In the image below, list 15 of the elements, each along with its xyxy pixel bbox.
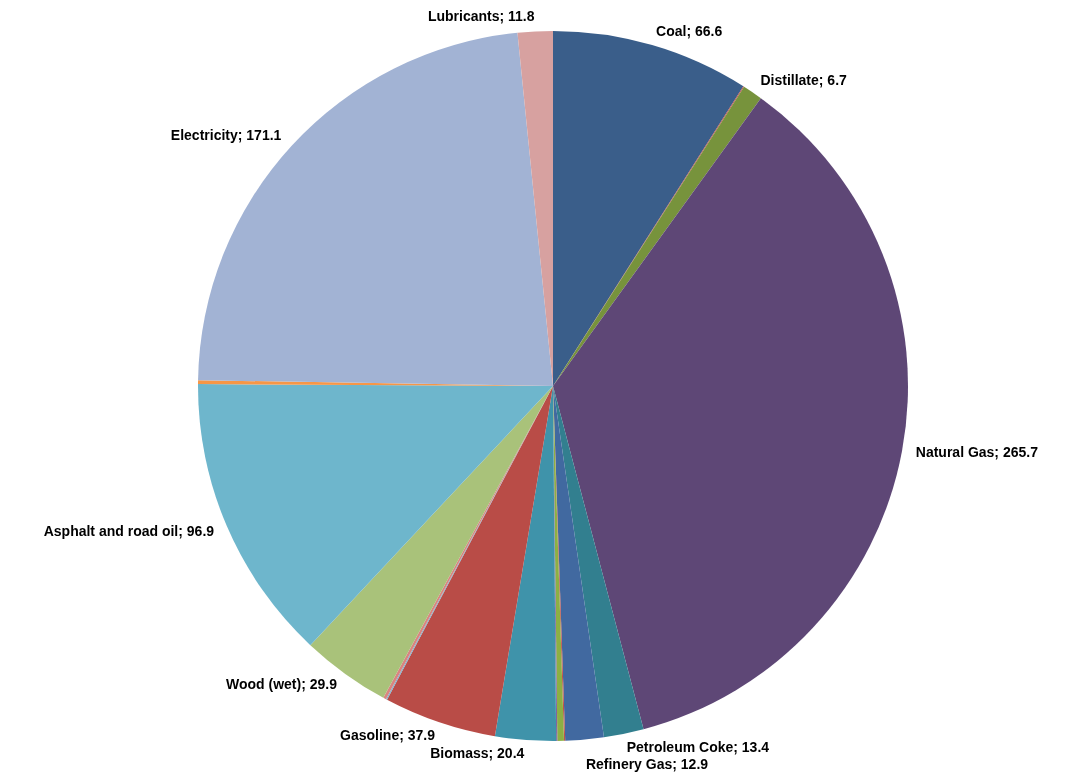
slice-label: Wood (wet); 29.9 — [225, 676, 338, 693]
slice-label: Natural Gas; 265.7 — [915, 444, 1039, 461]
pie-slice — [494, 386, 557, 741]
pie-slice — [553, 386, 644, 738]
slice-label: Distillate; 6.7 — [760, 71, 848, 88]
slice-label: Asphalt and road oil; 96.9 — [43, 522, 215, 539]
pie-slice — [553, 98, 908, 730]
pie-slice — [310, 386, 553, 698]
slice-label: Biomass; 20.4 — [430, 744, 525, 761]
slice-label: Gasoline; 37.9 — [340, 726, 436, 743]
slice-label: Electricity; 171.1 — [170, 127, 282, 144]
slice-label: Coal; 66.6 — [656, 22, 723, 39]
slice-label: Refinery Gas; 12.9 — [585, 755, 709, 772]
slice-label: Petroleum Coke; 13.4 — [626, 738, 770, 755]
slice-label: Lubricants; 11.8 — [427, 8, 535, 25]
